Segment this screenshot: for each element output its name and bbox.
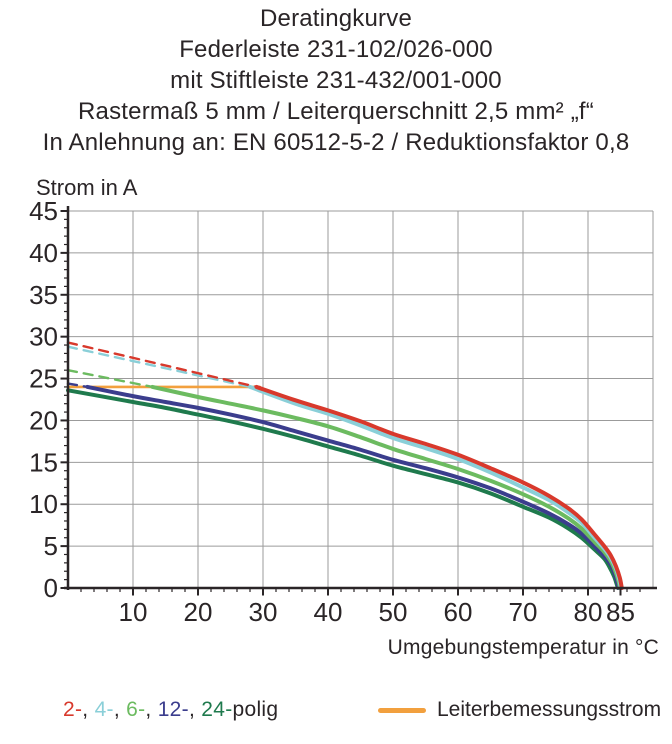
conductor-legend: Leiterbemessungsstrom xyxy=(378,698,661,722)
conductor-legend-label: Leiterbemessungsstrom xyxy=(437,698,662,721)
title-line-3: mit Stiftleiste 231-432/001-000 xyxy=(170,67,502,94)
y-tick-label: 5 xyxy=(44,531,58,561)
y-tick-label: 25 xyxy=(29,364,58,394)
legend-pole-segment: 2- xyxy=(63,698,83,721)
curves xyxy=(66,341,624,590)
y-axis-label: Strom in A xyxy=(36,175,138,200)
conductor-line-swatch xyxy=(378,708,426,713)
x-tick-label: 10 xyxy=(119,597,148,627)
x-tick-label: 50 xyxy=(379,597,408,627)
x-tick-label: 20 xyxy=(184,597,213,627)
x-axis-label: Umgebungstemperatur in °C xyxy=(387,636,659,659)
x-tick-label: 30 xyxy=(249,597,278,627)
axes xyxy=(60,206,657,596)
curve-4-polig xyxy=(248,384,623,590)
x-tick-label: 60 xyxy=(444,597,473,627)
legend-pole-segment: , xyxy=(113,698,127,721)
chart-title-block: Deratingkurve Federleiste 231-102/026-00… xyxy=(0,3,672,158)
curve-6-polig-gestrichelt- xyxy=(66,368,154,389)
legend-pole-segment: , xyxy=(82,698,95,721)
curve-4-polig-gestrichelt- xyxy=(66,345,252,389)
legend-pole-segment: 4- xyxy=(94,698,114,721)
title-line-1: Deratingkurve xyxy=(259,5,412,32)
y-tick-label: 45 xyxy=(29,196,58,226)
legend-pole-segment: 24- xyxy=(201,698,233,721)
y-tick-label: 40 xyxy=(29,238,58,268)
y-tick-label: 30 xyxy=(29,322,58,352)
x-tick-label: 80 xyxy=(574,597,603,627)
x-tick-label: 40 xyxy=(314,597,343,627)
curve-12-polig xyxy=(85,384,621,590)
curve-2-polig xyxy=(254,384,624,590)
legend-pole-segment: , xyxy=(145,698,158,721)
poles-legend: 2-, 4-, 6-, 12-, 24-polig xyxy=(63,698,278,722)
y-tick-label: 10 xyxy=(29,489,58,519)
y-tick-label: 35 xyxy=(29,280,58,310)
title-line-5: In Anlehnung an: EN 60512-5-2 / Reduktio… xyxy=(42,129,630,156)
legend-pole-segment: , xyxy=(188,698,202,721)
title-line-4: Rastermaß 5 mm / Leiterquerschnitt 2,5 m… xyxy=(78,98,594,125)
curve-2-polig-gestrichelt- xyxy=(66,341,258,389)
x-tick-label: 70 xyxy=(509,597,538,627)
x-tick-label: 85 xyxy=(606,597,635,627)
legend-pole-segment: polig xyxy=(232,698,279,721)
y-tick-label: 15 xyxy=(29,447,58,477)
y-tick-label: 0 xyxy=(44,573,58,603)
title-line-2: Federleiste 231-102/026-000 xyxy=(179,36,493,63)
curve-12-polig-gestrichelt- xyxy=(66,382,89,389)
legend-pole-segment: 12- xyxy=(157,698,189,721)
legend-pole-segment: 6- xyxy=(126,698,146,721)
derating-chart: 10 20 30 40 50 60 70 80 85 0 5 10 15 20 25 30 35 40 45Stro… xyxy=(29,175,657,627)
legend-row: 2-, 4-, 6-, 12-, 24-polig Leiterbemessun… xyxy=(0,698,672,728)
y-tick-label: 20 xyxy=(29,405,58,435)
tick-labels: 10 20 30 40 50 60 70 80 85 0 5 10 15 20 25 30 35 40 45Stro… xyxy=(29,175,635,627)
curve-6-polig xyxy=(150,384,622,590)
